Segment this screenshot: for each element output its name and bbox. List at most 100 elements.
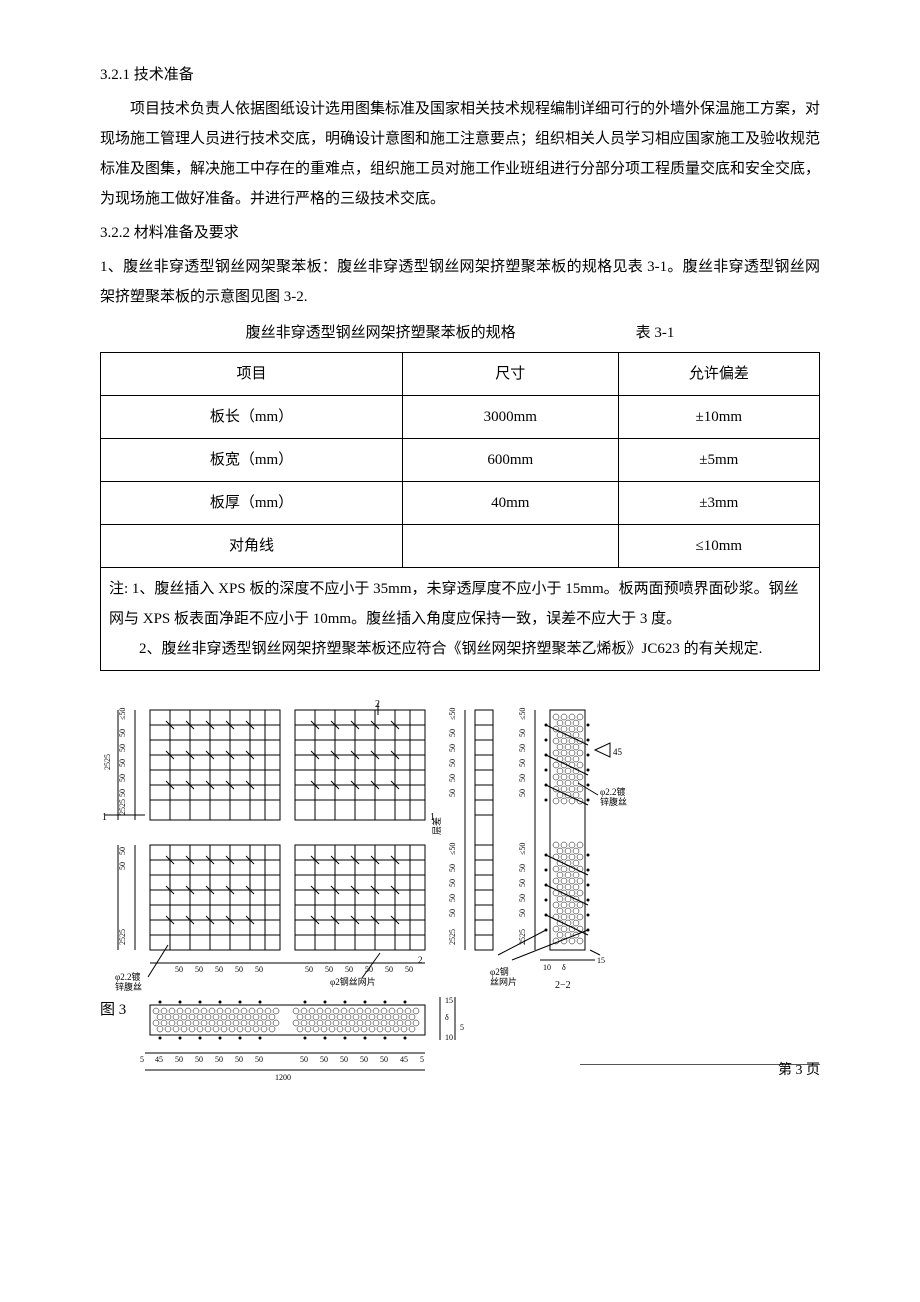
- svg-text:50: 50: [118, 789, 127, 797]
- cell: ≤10mm: [618, 525, 819, 568]
- svg-text:50: 50: [300, 1055, 308, 1064]
- label-phi2mesh: φ2钢丝网片: [330, 976, 376, 987]
- svg-text:50: 50: [518, 894, 527, 902]
- svg-text:50: 50: [518, 744, 527, 752]
- svg-text:δ: δ: [562, 963, 566, 972]
- note-1: 注: 1、腹丝插入 XPS 板的深度不应小于 35mm，未穿透厚度不应小于 15…: [109, 574, 811, 634]
- svg-text:50: 50: [518, 774, 527, 782]
- svg-text:5: 5: [420, 1055, 424, 1064]
- dim-left-bottom: 50 50 2525: [118, 845, 135, 950]
- svg-text:2525: 2525: [103, 754, 112, 770]
- label-thickness: 层差: [431, 817, 442, 835]
- label-phi2mesh2-2: 丝网片: [490, 976, 517, 987]
- svg-text:≤50: ≤50: [518, 708, 527, 720]
- svg-text:50: 50: [518, 789, 527, 797]
- svg-text:50: 50: [235, 965, 243, 974]
- section-1-1: 5 45 50 50 50 50 50 50 50 50 50 50 45 5 …: [140, 996, 464, 1082]
- label-phi22-right-2: 锌腹丝: [600, 796, 627, 807]
- grid-panel-bottom-left: [150, 845, 280, 950]
- table-note-row: 注: 1、腹丝插入 XPS 板的深度不应小于 35mm，未穿透厚度不应小于 15…: [101, 568, 820, 671]
- svg-text:50: 50: [118, 774, 127, 782]
- grid-panel-top-left: [150, 710, 280, 820]
- svg-text:50: 50: [448, 909, 457, 917]
- table-caption-title: 腹丝非穿透型钢丝网架挤塑聚苯板的规格: [246, 318, 516, 348]
- svg-text:50: 50: [118, 744, 127, 752]
- svg-text:50: 50: [448, 744, 457, 752]
- svg-text:50: 50: [518, 909, 527, 917]
- label-phi22-bl: φ2.2镀: [115, 971, 140, 982]
- svg-text:50: 50: [360, 1055, 368, 1064]
- col-tolerance: 允许偏差: [618, 353, 819, 396]
- cell: ±3mm: [618, 482, 819, 525]
- label-phi22-right-1: φ2.2镀: [600, 786, 625, 797]
- label-phi22-bl2: 锌腹丝: [115, 981, 142, 992]
- svg-text:50: 50: [340, 1055, 348, 1064]
- cell: 600mm: [402, 439, 618, 482]
- svg-text:50: 50: [448, 729, 457, 737]
- col-item: 项目: [101, 353, 403, 396]
- svg-text:5: 5: [460, 1023, 464, 1032]
- svg-text:50: 50: [518, 729, 527, 737]
- angle-45: 45: [613, 747, 623, 757]
- side-elevation: ≤50 50 50 50 50 50 ≤50 50 50 50 50 2525 …: [431, 708, 493, 950]
- cell: 对角线: [101, 525, 403, 568]
- svg-text:50: 50: [405, 965, 413, 974]
- svg-text:50: 50: [215, 1055, 223, 1064]
- svg-text:2525: 2525: [448, 929, 457, 945]
- cell: 板长（mm）: [101, 396, 403, 439]
- svg-text:≤50: ≤50: [518, 843, 527, 855]
- svg-text:1200: 1200: [275, 1073, 291, 1082]
- spec-table: 项目 尺寸 允许偏差 板长（mm） 3000mm ±10mm 板宽（mm） 60…: [100, 352, 820, 671]
- svg-text:50: 50: [255, 1055, 263, 1064]
- svg-text:50: 50: [118, 862, 127, 870]
- label-phi2mesh2-1: φ2钢: [490, 966, 509, 977]
- svg-text:50: 50: [175, 1055, 183, 1064]
- table-row: 板长（mm） 3000mm ±10mm: [101, 396, 820, 439]
- col-size: 尺寸: [402, 353, 618, 396]
- table-caption: 腹丝非穿透型钢丝网架挤塑聚苯板的规格 表 3-1: [100, 318, 820, 348]
- figure-label: 图 3: [100, 995, 126, 1025]
- svg-text:≤50: ≤50: [448, 843, 457, 855]
- svg-text:δ: δ: [445, 1013, 449, 1022]
- svg-text:≤50: ≤50: [448, 708, 457, 720]
- table-note: 注: 1、腹丝插入 XPS 板的深度不应小于 35mm，未穿透厚度不应小于 15…: [101, 568, 820, 671]
- svg-text:≤50: ≤50: [118, 708, 127, 720]
- table-header-row: 项目 尺寸 允许偏差: [101, 353, 820, 396]
- section-marker-1-left: 1: [102, 812, 107, 823]
- svg-text:50: 50: [380, 1055, 388, 1064]
- svg-text:50: 50: [448, 894, 457, 902]
- note-2: 2、腹丝非穿透型钢丝网架挤塑聚苯板还应符合《钢丝网架挤塑聚苯乙烯板》JC623 …: [109, 634, 811, 664]
- svg-text:15: 15: [597, 956, 605, 965]
- svg-text:50: 50: [518, 879, 527, 887]
- svg-text:50: 50: [345, 965, 353, 974]
- cell: 板宽（mm）: [101, 439, 403, 482]
- svg-text:50: 50: [385, 965, 393, 974]
- mesh-diagram-svg: 2 ≤50 50 50 50 50 50 2525 2525 1 1: [100, 695, 820, 1085]
- heading-321: 3.2.1 技术准备: [100, 60, 820, 90]
- table-row: 对角线 ≤10mm: [101, 525, 820, 568]
- diagram-figure-3-2: 2 ≤50 50 50 50 50 50 2525 2525 1 1: [100, 695, 820, 1085]
- svg-text:50: 50: [195, 965, 203, 974]
- paragraph-material-req: 1、腹丝非穿透型钢丝网架聚苯板：腹丝非穿透型钢丝网架挤塑聚苯板的规格见表 3-1…: [100, 252, 820, 312]
- svg-text:45: 45: [400, 1055, 408, 1064]
- svg-text:2525: 2525: [118, 799, 127, 815]
- heading-322: 3.2.2 材料准备及要求: [100, 218, 820, 248]
- cell: [402, 525, 618, 568]
- svg-text:50: 50: [518, 759, 527, 767]
- svg-text:50: 50: [448, 789, 457, 797]
- svg-text:5: 5: [140, 1055, 144, 1064]
- svg-text:50: 50: [118, 759, 127, 767]
- svg-text:50: 50: [448, 864, 457, 872]
- table-caption-number: 表 3-1: [636, 318, 675, 348]
- svg-text:50: 50: [325, 965, 333, 974]
- svg-text:50: 50: [448, 879, 457, 887]
- svg-text:50: 50: [518, 864, 527, 872]
- cell: 40mm: [402, 482, 618, 525]
- section-2-2: 45 φ2.2镀 锌腹丝 ≤50 50 50 50 50 50 ≤50 50 5…: [490, 708, 627, 991]
- paragraph-tech-prep: 项目技术负责人依据图纸设计选用图集标准及国家相关技术规程编制详细可行的外墙外保温…: [100, 94, 820, 214]
- table-row: 板厚（mm） 40mm ±3mm: [101, 482, 820, 525]
- svg-text:15: 15: [445, 996, 453, 1005]
- svg-text:50: 50: [320, 1055, 328, 1064]
- svg-text:45: 45: [155, 1055, 163, 1064]
- svg-text:50: 50: [118, 847, 127, 855]
